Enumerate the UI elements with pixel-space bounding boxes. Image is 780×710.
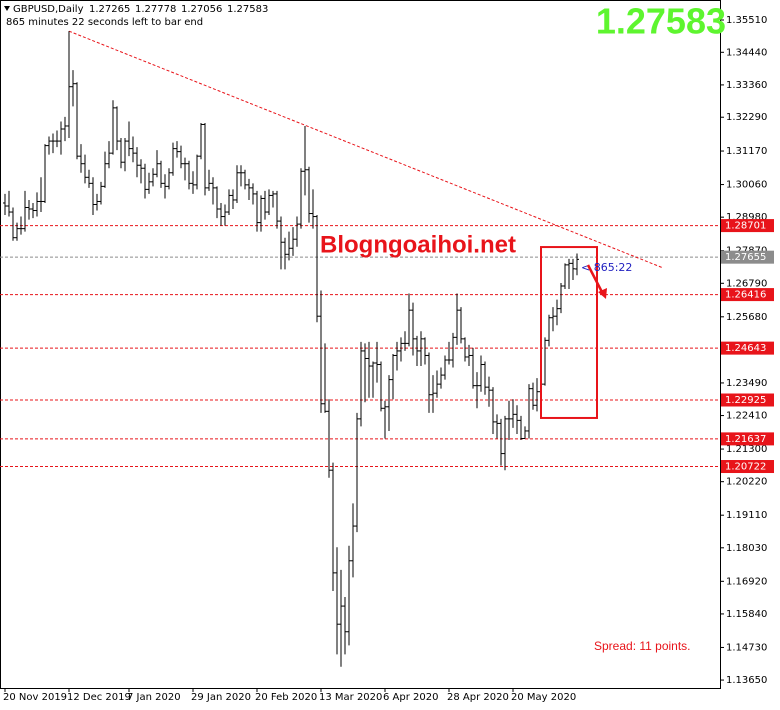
y-tick-label: 1.20220 — [726, 477, 767, 488]
header-high: 1.27778 — [135, 4, 176, 15]
spread-text: Spread: 11 points. — [594, 639, 691, 653]
y-tick-label: 1.19110 — [726, 510, 767, 521]
level-label-box — [721, 288, 774, 302]
bar-countdown: < 865:22 — [581, 261, 632, 274]
x-tick-label: 29 Jan 2020 — [191, 692, 251, 703]
level-label: 1.22925 — [725, 395, 766, 406]
axes: 1.35510 1.34440 1.33360 1.32290 1.31170 1.300… — [3, 15, 774, 703]
arrow-head — [598, 288, 607, 299]
level-label: 1.21637 — [725, 434, 766, 445]
y-tick-label: 1.33360 — [726, 80, 767, 91]
y-tick-label: 1.15840 — [726, 609, 767, 620]
y-tick-label: 1.23490 — [726, 378, 767, 389]
x-tick-label: 6 Apr 2020 — [383, 692, 438, 703]
y-tick-label: 1.26790 — [726, 278, 767, 289]
watermark: Blogngoaihoi.net — [320, 231, 516, 258]
y-tick-label: 1.28980 — [726, 212, 767, 223]
levels — [0, 30, 720, 468]
x-tick-label: 20 Nov 2019 — [3, 692, 67, 703]
level-label-box — [721, 250, 774, 264]
y-tick-label: 1.13650 — [726, 675, 767, 686]
overlays — [540, 246, 598, 419]
level-label: 1.24643 — [725, 343, 766, 354]
x-tick-label: 20 May 2020 — [511, 692, 576, 703]
current-price: 1.27583 — [596, 1, 726, 42]
y-tick-label: 1.21300 — [726, 444, 767, 455]
y-tick-label: 1.32290 — [726, 112, 767, 123]
y-tick-label: 1.25680 — [726, 312, 767, 323]
header-low: 1.27056 — [181, 4, 222, 15]
x-tick-label: 28 Apr 2020 — [447, 692, 509, 703]
level-label-box — [721, 460, 774, 474]
level-label-box — [721, 341, 774, 355]
y-tick-label: 1.30060 — [726, 180, 767, 191]
level-label: 1.26416 — [725, 290, 766, 301]
x-tick-label: 12 Dec 2019 — [67, 692, 131, 703]
y-tick-label: 1.16920 — [726, 576, 767, 587]
header-close: 1.27583 — [227, 4, 268, 15]
level-label-box — [721, 219, 774, 233]
y-tick-label: 1.31170 — [726, 146, 767, 157]
symbol-label: GBPUSD,Daily — [13, 4, 84, 15]
highlight-rectangle — [540, 246, 598, 419]
y-tick-label: 1.22410 — [726, 411, 767, 422]
y-tick-label: 1.14730 — [726, 642, 767, 653]
bars — [3, 31, 579, 667]
x-tick-label: 20 Feb 2020 — [255, 692, 317, 703]
timer-text: 865 minutes 22 seconds left to bar end — [6, 17, 203, 28]
arrow-shaft — [586, 264, 605, 295]
level-label: 1.27655 — [725, 252, 766, 263]
header-open: 1.27265 — [89, 4, 130, 15]
plot-frame — [0, 0, 721, 689]
x-tick-label: 13 Mar 2020 — [319, 692, 382, 703]
level-label: 1.20722 — [725, 462, 766, 473]
level-label-box — [721, 393, 774, 407]
y-tick-label: 1.34440 — [726, 47, 767, 58]
y-tick-label: 1.18030 — [726, 543, 767, 554]
trendline — [68, 30, 664, 269]
menu-arrow-icon[interactable] — [4, 6, 10, 11]
level-label: 1.28701 — [725, 221, 766, 232]
level-label-box — [721, 432, 774, 446]
y-tick-label: 1.35510 — [726, 15, 767, 26]
x-tick-label: 7 Jan 2020 — [127, 692, 181, 703]
